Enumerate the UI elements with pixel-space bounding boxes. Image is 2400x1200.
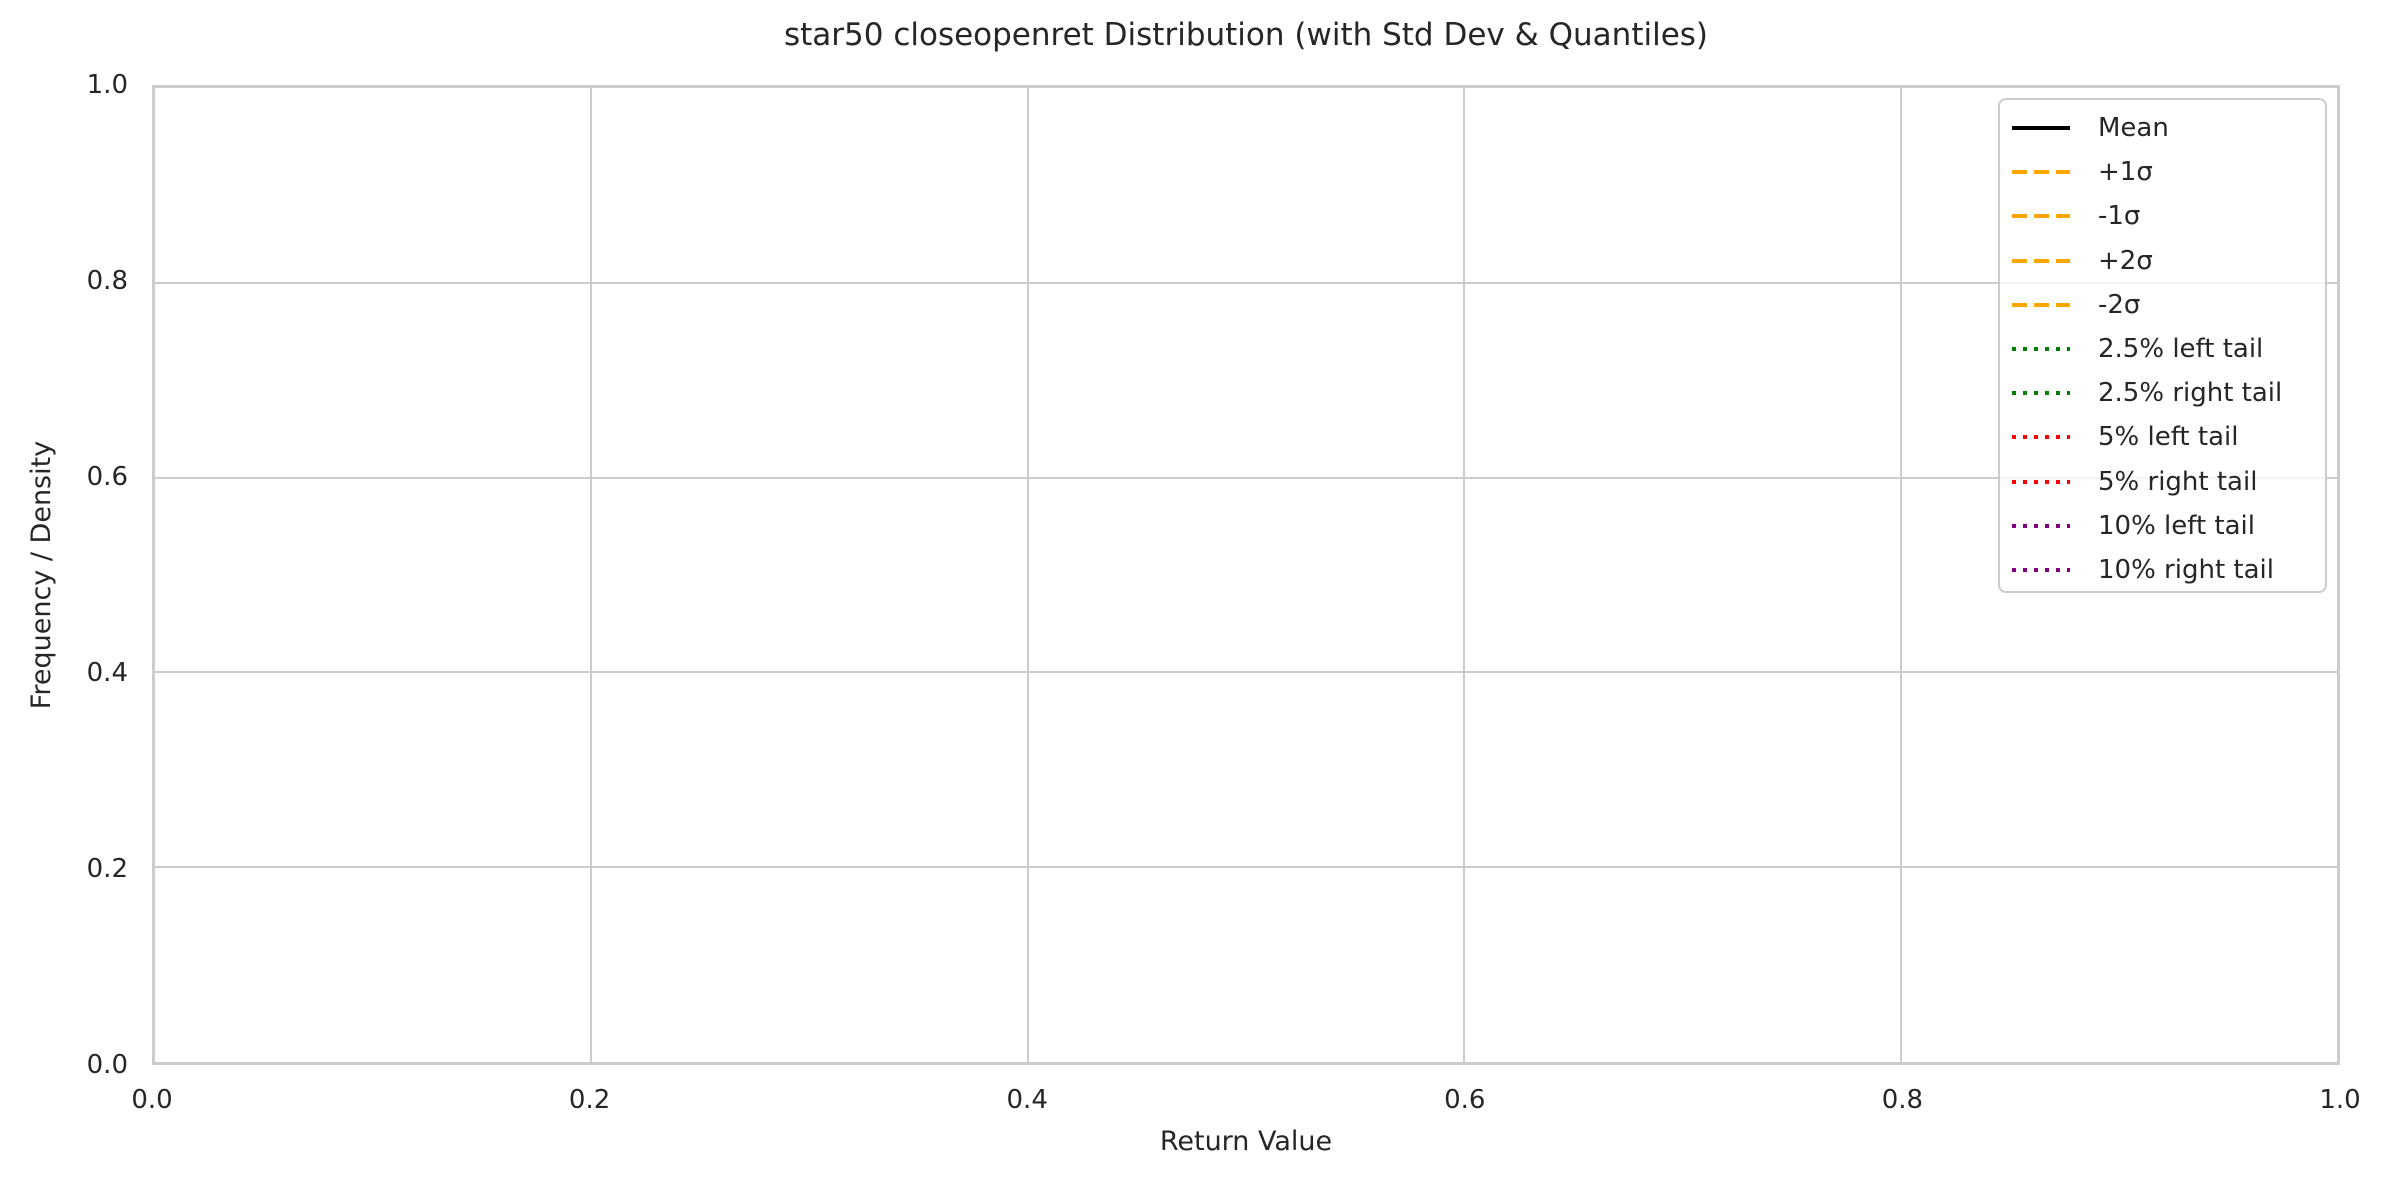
gridline-horizontal (155, 281, 2337, 284)
legend-line-sample-dashed (2012, 214, 2070, 219)
legend-item-label: +2σ (2098, 245, 2153, 276)
legend-item-label: Mean (2098, 113, 2169, 144)
legend-line-sample-dashed (2012, 258, 2070, 263)
legend-line-sample-dotted (2012, 567, 2070, 572)
legend-item: -1σ (2012, 194, 2325, 238)
legend-item-label: 10% left tail (2098, 510, 2256, 541)
legend-item-label: 5% right tail (2098, 466, 2258, 497)
y-tick-label: 1.0 (86, 70, 128, 100)
legend-item-label: 2.5% left tail (2098, 334, 2264, 365)
legend-line-sample-dotted (2012, 435, 2070, 440)
legend-item-label: 2.5% right tail (2098, 378, 2283, 409)
legend-line-sample-dotted (2012, 523, 2070, 528)
x-tick-label: 0.4 (1006, 1085, 1048, 1115)
legend-line-sample-dotted (2012, 347, 2070, 352)
legend-item: 5% right tail (2012, 460, 2325, 504)
y-tick-label: 0.2 (86, 854, 128, 884)
legend-item: 5% left tail (2012, 415, 2325, 459)
legend-item-label: -1σ (2098, 201, 2141, 232)
legend-line-sample-dotted (2012, 391, 2070, 396)
legend-item: 2.5% left tail (2012, 327, 2325, 371)
x-tick-label: 0.8 (1881, 1085, 1924, 1115)
x-tick-label: 0.6 (1444, 1085, 1486, 1115)
gridline-vertical (590, 88, 593, 1062)
legend-item: 10% left tail (2012, 504, 2325, 548)
legend-item-label: 10% right tail (2098, 554, 2274, 585)
legend-item-label: -2σ (2098, 289, 2141, 320)
legend-line-sample-dashed (2012, 170, 2070, 175)
gridline-vertical (1026, 88, 1029, 1062)
legend-line-sample-dotted (2012, 479, 2070, 484)
y-tick-label: 0.8 (86, 266, 128, 296)
legend-item-label: 5% left tail (2098, 422, 2239, 453)
gridline-horizontal (155, 671, 2337, 674)
gridline-vertical (1463, 88, 1466, 1062)
gridline-horizontal (155, 476, 2337, 479)
legend-item: 10% right tail (2012, 548, 2325, 592)
x-tick-label: 0.0 (131, 1085, 173, 1115)
legend-line-sample-dashed (2012, 302, 2070, 307)
y-tick-label: 0.4 (86, 658, 128, 688)
legend-item: +2σ (2012, 239, 2325, 283)
legend-item: 2.5% right tail (2012, 371, 2325, 415)
chart-title: star50 closeopenret Distribution (with S… (783, 17, 1709, 53)
x-axis-label: Return Value (1159, 1126, 1333, 1157)
legend-line-sample-solid (2012, 126, 2070, 131)
y-tick-label: 0.6 (86, 462, 128, 492)
y-tick-label: 0.0 (86, 1050, 128, 1080)
legend-item: Mean (2012, 106, 2325, 150)
x-tick-label: 0.2 (568, 1085, 611, 1115)
gridline-vertical (1899, 88, 1902, 1062)
legend-item: -2σ (2012, 283, 2325, 327)
legend-item: +1σ (2012, 150, 2325, 194)
legend: Mean +1σ -1σ +2σ -2σ 2.5% left tail 2.5% right… (1998, 98, 2327, 593)
legend-item-label: +1σ (2098, 157, 2153, 188)
plot-area (152, 85, 2340, 1065)
x-tick-label: 1.0 (2319, 1085, 2361, 1115)
gridline-horizontal (155, 866, 2337, 869)
